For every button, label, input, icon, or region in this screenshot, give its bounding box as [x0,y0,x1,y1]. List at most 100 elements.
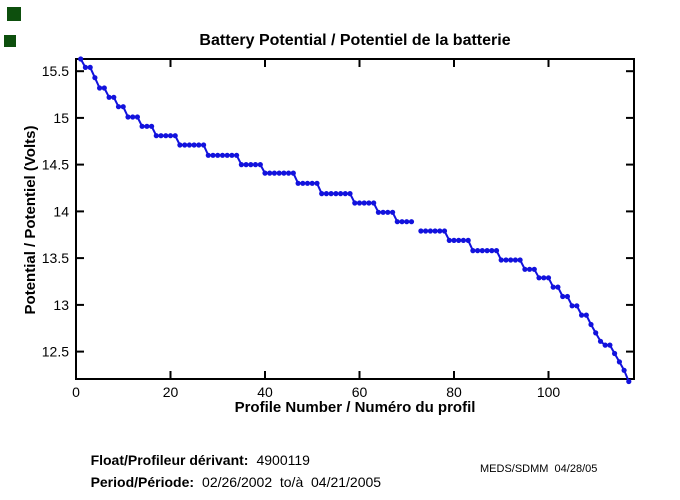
float-label: Float/Profileur dérivant: [90,452,249,468]
data-marker [508,257,514,263]
data-marker [441,228,448,234]
data-marker [257,162,263,168]
data-marker [479,248,485,254]
data-marker [314,180,320,186]
data-marker [210,152,216,158]
data-marker [130,114,136,120]
data-marker [489,248,495,254]
data-marker [408,219,415,225]
data-marker [319,191,325,197]
data-marker [243,162,249,168]
data-marker [134,114,140,120]
data-marker [139,123,145,129]
data-marker [115,104,122,110]
data-marker [191,142,197,148]
footer-period-line: Period/Période: 02/26/2002 to/à 04/21/200… [75,458,382,500]
data-marker [333,191,339,197]
meds-credit: MEDS/SDMM 04/28/05 [480,463,598,475]
data-marker [460,237,466,243]
data-marker [101,85,107,91]
x-tick-label: 40 [257,384,273,400]
data-marker [560,293,566,300]
data-marker [248,162,254,168]
data-marker [569,303,575,309]
data-marker [356,200,363,206]
data-marker [153,133,159,139]
data-marker [158,133,164,139]
data-marker [309,180,315,186]
data-marker [399,219,405,225]
data-marker [238,162,244,168]
data-marker [616,359,623,365]
data-marker [607,342,613,348]
data-marker [366,200,372,206]
data-marker [196,142,202,148]
x-tick-label: 20 [163,384,179,400]
data-marker [522,266,528,272]
data-marker [375,209,381,215]
data-marker [437,228,443,234]
data-marker [390,209,396,215]
data-marker [186,142,192,148]
data-marker [300,180,306,186]
period-value: 02/26/2002 to/à 04/21/2005 [202,474,382,490]
data-marker [361,200,367,206]
data-marker [456,237,462,243]
y-tick-label: 13 [53,297,69,313]
data-marker [380,209,386,215]
x-tick-label: 80 [446,384,462,400]
data-marker [423,228,429,234]
data-marker [545,275,552,281]
data-marker [304,180,311,186]
data-marker [446,237,452,243]
data-marker [612,350,618,357]
x-tick-label: 0 [72,384,80,400]
data-marker [588,321,594,328]
data-marker [493,248,500,254]
data-marker [536,275,542,281]
y-tick-label: 14.5 [42,157,69,173]
float-value: 4900119 [256,452,310,468]
data-marker [172,133,178,139]
data-marker [555,284,561,290]
data-marker [205,152,211,158]
data-marker [262,170,268,176]
data-marker [120,104,126,110]
artifact-square-top [7,7,21,21]
y-tick-label: 15 [53,110,69,126]
data-marker [342,191,348,197]
data-marker [229,152,235,158]
data-marker [385,209,391,215]
data-marker [87,64,93,70]
data-marker [78,56,84,62]
data-marker [432,228,438,234]
data-marker [111,94,117,100]
data-marker [465,237,471,243]
y-tick-label: 13.5 [42,250,69,266]
data-marker [167,133,174,139]
data-line [79,58,630,383]
data-marker [550,284,556,290]
chart-title: Battery Potential / Potentiel de la batt… [199,32,511,49]
data-marker [371,200,377,206]
data-marker [347,191,353,197]
data-marker [224,152,230,158]
data-marker [583,312,589,318]
data-marker [564,293,571,300]
data-marker [201,142,207,148]
data-marker [92,75,98,81]
footer-float-line: Float/Profileur dérivant: 4900119 [75,436,310,484]
data-marker [252,162,259,168]
data-marker [427,228,433,234]
data-marker [286,170,292,176]
data-marker [149,123,155,129]
data-marker [418,228,424,234]
data-marker [295,180,301,186]
data-marker [503,257,509,263]
y-tick-label: 12.5 [42,344,69,360]
data-marker [593,330,599,336]
artifact-square-bottom [4,35,16,47]
data-marker [182,142,188,148]
data-marker [475,248,481,254]
